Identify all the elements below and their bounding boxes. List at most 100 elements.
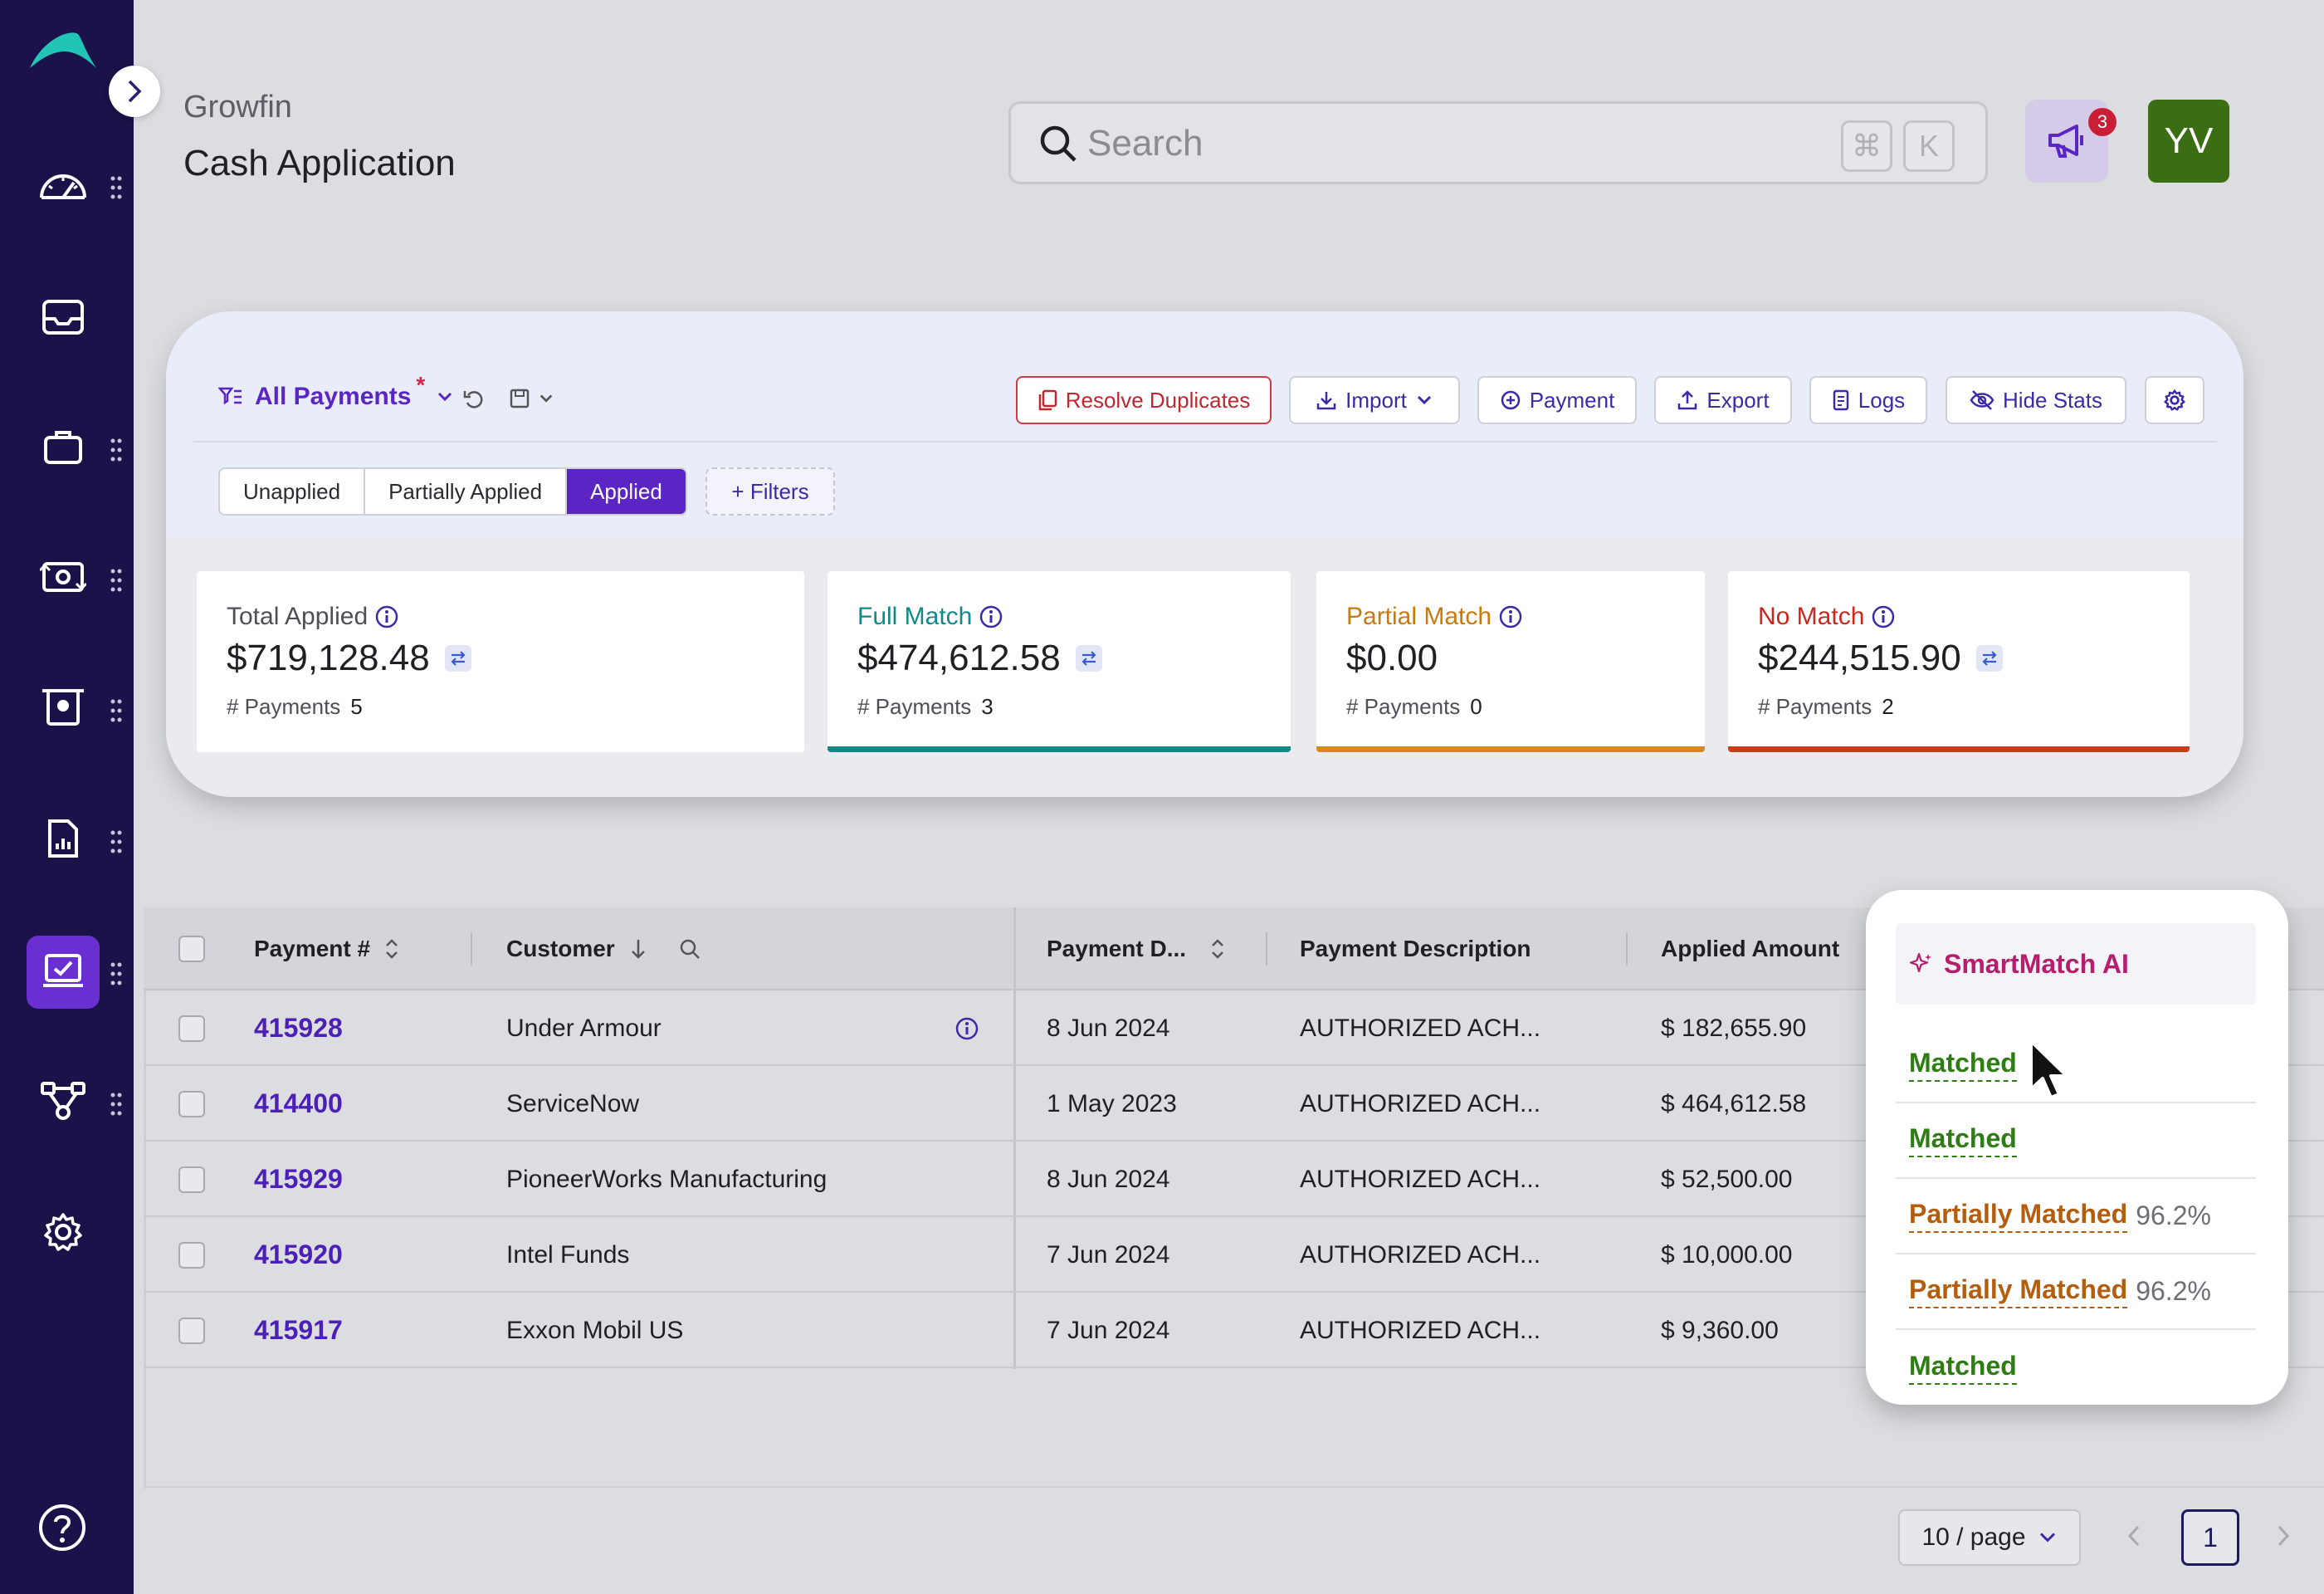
swap-icon[interactable] <box>1075 645 1102 672</box>
table-row[interactable]: 415929 PioneerWorks Manufacturing 8 Jun … <box>144 1142 2324 1217</box>
nav-workflows[interactable] <box>27 1064 100 1137</box>
shortcut-key-k: K <box>1903 120 1955 172</box>
applied-amount: $ 464,612.58 <box>1661 1089 1807 1117</box>
row-checkbox[interactable] <box>178 1166 205 1193</box>
stat-label-row: Full Match <box>857 603 1003 631</box>
nav-briefcase[interactable] <box>27 410 100 483</box>
column-payment-description[interactable]: Payment Description <box>1300 907 1531 990</box>
sparkle-icon <box>1909 952 1931 973</box>
column-applied-amount[interactable]: Applied Amount <box>1661 907 1839 990</box>
smartmatch-cell[interactable]: Matched <box>1896 1028 2256 1103</box>
table-row[interactable]: 415928 Under Armour 8 Jun 2024 AUTHORIZE… <box>144 990 2324 1066</box>
drag-handle-icon[interactable] <box>110 175 123 200</box>
column-separator[interactable] <box>1266 932 1267 966</box>
drag-handle-icon[interactable] <box>110 1092 123 1117</box>
drag-handle-icon[interactable] <box>110 829 123 854</box>
add-filters-button[interactable]: + Filters <box>706 467 835 516</box>
sort-icon[interactable] <box>1209 937 1226 961</box>
nav-cash-application[interactable] <box>27 936 100 1009</box>
nav-receipts[interactable] <box>27 671 100 744</box>
help-icon[interactable] <box>37 1503 87 1552</box>
info-icon[interactable] <box>374 604 399 629</box>
tab-partially-applied[interactable]: Partially Applied <box>365 469 568 514</box>
table-settings-button[interactable] <box>2145 376 2204 424</box>
match-status[interactable]: Matched <box>1909 1048 2017 1082</box>
row-checkbox[interactable] <box>178 1091 205 1117</box>
announcements-button[interactable]: 3 <box>2025 100 2116 183</box>
payment-number-link[interactable]: 415917 <box>254 1315 343 1345</box>
tab-unapplied[interactable]: Unapplied <box>220 469 366 514</box>
smartmatch-cell[interactable]: Matched <box>1896 1330 2256 1406</box>
page-size-select[interactable]: 10 / page <box>1898 1509 2081 1566</box>
swap-icon[interactable] <box>1975 645 2003 672</box>
search-input[interactable] <box>1086 119 1750 169</box>
nav-dashboard[interactable] <box>27 148 100 221</box>
resolve-duplicates-button[interactable]: Resolve Duplicates <box>1016 376 1272 424</box>
match-status[interactable]: Matched <box>1909 1351 2017 1385</box>
smartmatch-cell[interactable]: Partially Matched 96.2% <box>1896 1179 2256 1254</box>
export-label: Export <box>1706 387 1770 413</box>
import-button[interactable]: Import <box>1289 376 1460 424</box>
customer-info-icon[interactable] <box>954 990 979 1066</box>
row-checkbox[interactable] <box>178 1242 205 1269</box>
nav-inbox[interactable] <box>27 281 100 354</box>
table-row[interactable]: 415920 Intel Funds 7 Jun 2024 AUTHORIZED… <box>144 1217 2324 1293</box>
search-icon[interactable] <box>678 937 701 961</box>
row-checkbox[interactable] <box>178 1318 205 1344</box>
column-customer[interactable]: Customer <box>506 907 701 990</box>
search-icon <box>1040 125 1077 162</box>
drag-handle-icon[interactable] <box>110 568 123 593</box>
toolbar-divider <box>193 441 2217 443</box>
match-status[interactable]: Matched <box>1909 1123 2017 1157</box>
smartmatch-cell[interactable]: Partially Matched 96.2% <box>1896 1254 2256 1330</box>
column-payment-number[interactable]: Payment # <box>254 907 400 990</box>
export-button[interactable]: Export <box>1654 376 1792 424</box>
column-separator[interactable] <box>471 932 472 966</box>
payment-number-link[interactable]: 414400 <box>254 1088 343 1118</box>
match-status[interactable]: Partially Matched <box>1909 1199 2128 1233</box>
column-payment-date[interactable]: Payment D... <box>1047 907 1226 990</box>
nav-reports[interactable] <box>27 802 100 875</box>
avatar[interactable]: YV <box>2148 100 2229 183</box>
drag-handle-icon[interactable] <box>110 438 123 462</box>
payment-description: AUTHORIZED ACH... <box>1300 1316 1541 1344</box>
add-payment-button[interactable]: Payment <box>1477 376 1637 424</box>
info-icon[interactable] <box>1498 604 1523 629</box>
payment-number-link[interactable]: 415928 <box>254 1013 343 1043</box>
logs-button[interactable]: Logs <box>1809 376 1927 424</box>
column-separator[interactable] <box>1626 932 1628 966</box>
arrow-down-icon[interactable] <box>628 937 648 961</box>
smartmatch-header[interactable]: SmartMatch AI <box>1896 923 2256 1005</box>
search-box[interactable]: ⌘ K <box>1008 101 1988 184</box>
drag-handle-icon[interactable] <box>110 698 123 723</box>
previous-page-button[interactable] <box>2126 1523 2141 1555</box>
sort-icon[interactable] <box>383 937 400 961</box>
payment-description: AUTHORIZED ACH... <box>1300 1165 1541 1193</box>
next-page-button[interactable] <box>2276 1523 2291 1555</box>
row-checkbox[interactable] <box>178 1015 205 1042</box>
reset-view-button[interactable] <box>462 388 486 411</box>
view-selector[interactable]: All Payments * <box>218 372 453 411</box>
table-row[interactable]: 414400 ServiceNow 1 May 2023 AUTHORIZED … <box>144 1066 2324 1142</box>
page-number-current[interactable]: 1 <box>2181 1509 2239 1566</box>
hide-stats-button[interactable]: Hide Stats <box>1946 376 2126 424</box>
drag-handle-icon[interactable] <box>110 961 123 986</box>
table-row[interactable]: 415917 Exxon Mobil US 7 Jun 2024 AUTHORI… <box>144 1293 2324 1368</box>
mouse-pointer-icon <box>2029 1039 2068 1099</box>
save-view-button[interactable] <box>509 388 554 409</box>
match-status[interactable]: Partially Matched <box>1909 1274 2128 1308</box>
tab-applied[interactable]: Applied <box>567 469 686 514</box>
swap-icon[interactable] <box>444 645 471 672</box>
nav-payments[interactable] <box>27 540 100 614</box>
nav-settings[interactable] <box>27 1196 100 1269</box>
payment-number-link[interactable]: 415929 <box>254 1164 343 1194</box>
payment-number-link[interactable]: 415920 <box>254 1240 343 1269</box>
info-icon[interactable] <box>979 604 1003 629</box>
info-icon[interactable] <box>1871 604 1896 629</box>
chevron-down-icon <box>438 392 452 402</box>
sidebar-expand-button[interactable] <box>109 66 160 117</box>
briefcase-icon <box>44 431 82 464</box>
smartmatch-cell[interactable]: Matched <box>1896 1103 2256 1179</box>
select-all-checkbox[interactable] <box>178 936 205 962</box>
shortcut-key-cmd: ⌘ <box>1841 120 1892 172</box>
